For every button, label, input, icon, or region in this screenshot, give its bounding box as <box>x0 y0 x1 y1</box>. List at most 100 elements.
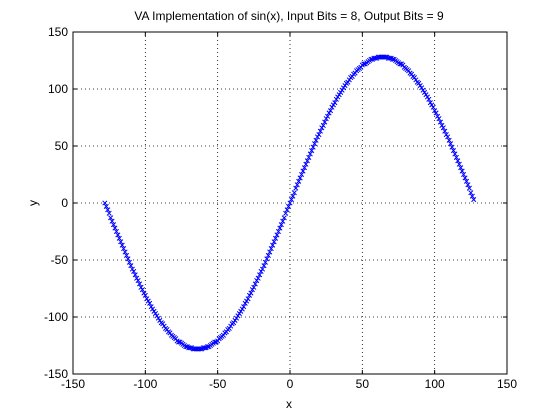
data-point-marker <box>345 79 351 85</box>
data-point-marker <box>131 268 137 274</box>
data-point-marker <box>319 125 325 131</box>
data-point-marker <box>291 190 297 196</box>
data-point-marker <box>461 171 467 178</box>
data-point-marker <box>424 94 430 100</box>
data-point-marker <box>455 158 461 164</box>
data-point-marker <box>294 182 300 188</box>
data-point-marker <box>147 300 153 306</box>
data-point-marker <box>456 161 462 167</box>
x-tick-label: 150 <box>497 377 517 391</box>
data-point-marker <box>437 119 444 125</box>
data-point-marker <box>433 110 439 116</box>
data-point-marker <box>280 218 286 224</box>
data-point-marker <box>202 345 208 351</box>
data-point-marker <box>417 83 423 89</box>
data-point-marker <box>436 116 442 122</box>
data-point-marker <box>299 171 305 178</box>
data-point-marker <box>332 100 338 106</box>
data-point-marker <box>126 259 132 265</box>
data-point-marker <box>439 122 445 129</box>
data-point-marker <box>258 268 264 274</box>
data-point-marker <box>239 306 245 312</box>
data-point-marker <box>316 132 322 138</box>
data-point-marker <box>430 104 436 110</box>
data-point-marker <box>312 141 318 147</box>
data-point-marker <box>252 281 258 287</box>
data-point-marker <box>330 102 336 108</box>
data-point-marker <box>270 242 276 248</box>
data-point-marker <box>134 275 140 281</box>
data-point-marker <box>306 154 312 160</box>
data-point-marker <box>309 148 315 154</box>
data-point-marker <box>154 313 160 319</box>
y-tick-label: 100 <box>48 82 68 96</box>
data-point-marker <box>335 94 341 100</box>
data-point-marker <box>411 75 417 81</box>
data-point-marker <box>419 85 425 91</box>
data-point-marker <box>277 225 283 231</box>
data-point-marker <box>287 200 293 206</box>
data-point-marker <box>138 284 144 290</box>
data-point-marker <box>212 339 218 345</box>
data-point-marker <box>236 311 242 317</box>
data-point-marker <box>232 317 238 323</box>
data-point-marker <box>255 275 261 281</box>
data-point-marker <box>113 228 119 235</box>
data-point-marker <box>427 100 433 106</box>
data-point-marker <box>463 178 470 184</box>
data-point-marker <box>145 298 151 304</box>
data-point-marker <box>204 344 211 350</box>
data-point-marker <box>397 61 403 67</box>
data-point-marker <box>272 235 279 241</box>
data-point-marker <box>429 102 435 108</box>
data-point-marker <box>313 137 319 143</box>
data-point-marker <box>297 175 303 181</box>
data-point-marker <box>361 61 367 67</box>
data-point-marker <box>122 249 128 255</box>
data-point-marker <box>333 96 339 102</box>
x-tick-label: 100 <box>425 377 445 391</box>
data-point-marker <box>443 132 449 138</box>
data-point-marker <box>148 304 154 310</box>
data-point-marker <box>231 320 237 326</box>
x-tick-label: 50 <box>356 377 370 391</box>
data-point-marker <box>285 203 292 209</box>
data-point-marker <box>262 259 268 265</box>
data-point-marker <box>132 272 138 278</box>
data-point-marker <box>265 252 271 258</box>
data-point-marker <box>288 197 295 203</box>
data-point-marker <box>123 252 130 258</box>
y-tick-label: -150 <box>44 367 68 381</box>
data-point-marker <box>326 110 332 116</box>
data-point-marker <box>271 239 277 245</box>
data-point-marker <box>304 158 310 164</box>
data-point-marker <box>317 128 323 134</box>
plot-frame <box>72 31 508 375</box>
data-point-marker <box>458 165 464 171</box>
data-point-marker <box>248 290 254 296</box>
data-point-marker <box>226 325 232 331</box>
data-point-marker <box>450 148 457 154</box>
data-point-marker <box>452 151 458 157</box>
data-point-marker <box>136 281 143 287</box>
data-point-marker <box>197 346 203 352</box>
data-point-marker <box>446 137 452 143</box>
data-point-marker <box>128 263 134 269</box>
data-point-marker <box>183 344 189 350</box>
data-point-marker <box>267 249 273 255</box>
data-point-marker <box>445 134 451 140</box>
data-point-marker <box>453 154 459 160</box>
data-point-marker <box>129 266 135 272</box>
x-tick-label: -100 <box>133 377 157 391</box>
data-point-marker <box>125 256 131 262</box>
data-point-marker <box>440 125 446 131</box>
data-point-marker <box>257 272 263 278</box>
data-point-marker <box>121 246 127 252</box>
x-tick-label: -150 <box>61 377 85 391</box>
data-point-marker <box>118 239 124 245</box>
data-point-marker <box>249 287 255 293</box>
data-point-marker <box>187 345 193 351</box>
data-point-marker <box>303 161 309 167</box>
data-point-marker <box>327 108 334 114</box>
